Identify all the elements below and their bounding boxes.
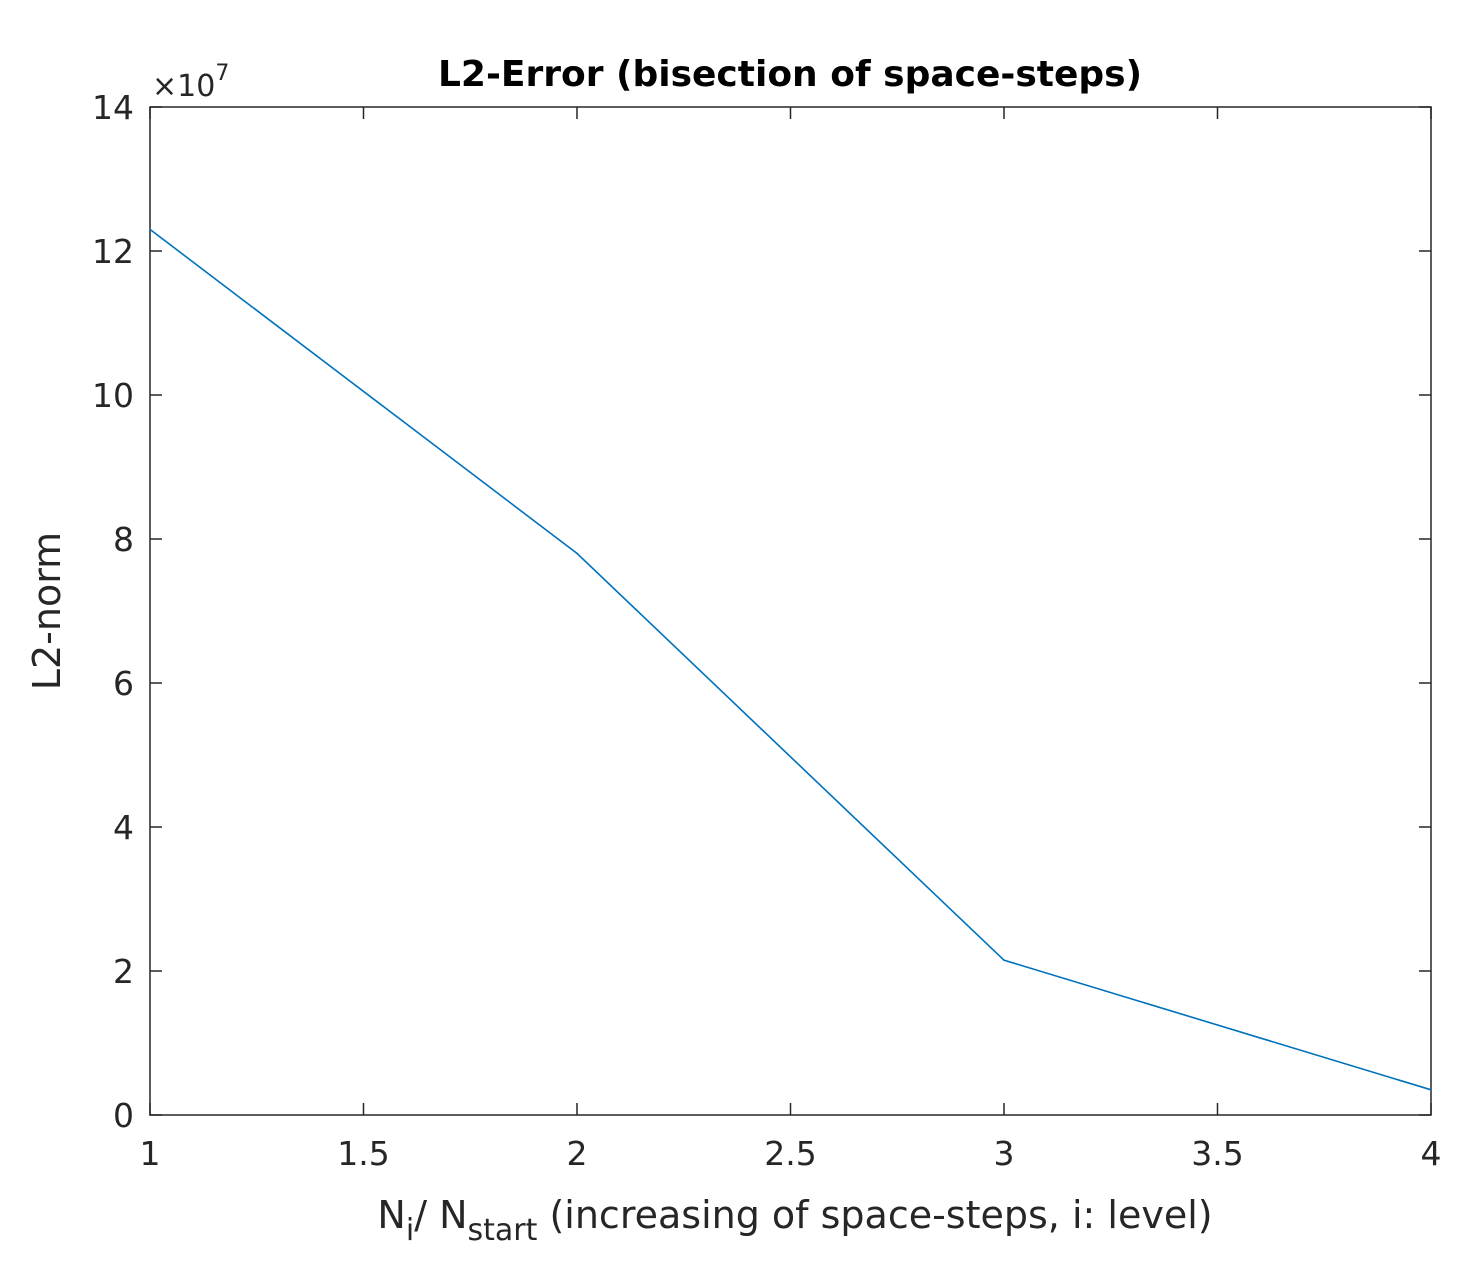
y-multiplier-exponent: 7 xyxy=(215,61,229,86)
y-multiplier-prefix: ×10 xyxy=(152,69,215,104)
y-tick-label: 10 xyxy=(92,376,134,415)
y-tick-label: 4 xyxy=(113,808,134,847)
plot-area xyxy=(149,106,1432,1116)
x-axis-label: Ni/ Nstart (increasing of space-steps, i… xyxy=(377,1193,1212,1248)
y-tick-label: 6 xyxy=(113,664,134,703)
x-tick-label: 3.5 xyxy=(1191,1134,1243,1173)
y-tick-label: 12 xyxy=(92,232,134,271)
data-point xyxy=(1003,959,1005,961)
data-point xyxy=(149,228,151,231)
x-tick-label: 4 xyxy=(1421,1134,1442,1173)
y-tick-label: 2 xyxy=(113,952,134,991)
x-tick-label: 2.5 xyxy=(764,1134,816,1173)
y-axis-ticks: 0 2 4 6 8 10 12 14 xyxy=(92,88,1431,1135)
y-tick-label: 14 xyxy=(92,88,134,127)
x-tick-label: 1 xyxy=(140,1134,161,1173)
data-point xyxy=(1430,1089,1432,1091)
series-line xyxy=(149,228,1432,1091)
x-tick-label: 1.5 xyxy=(337,1134,389,1173)
y-tick-label: 8 xyxy=(113,520,134,559)
y-tick-label: 0 xyxy=(113,1096,134,1135)
svg-text:×107: ×107 xyxy=(152,61,229,104)
data-point xyxy=(576,552,578,555)
y-multiplier: ×107 xyxy=(152,61,229,104)
x-axis-ticks: 1 1.5 2 2.5 3 3.5 4 xyxy=(140,107,1442,1173)
series-group xyxy=(149,228,1432,1091)
x-tick-label: 3 xyxy=(994,1134,1015,1173)
x-tick-label: 2 xyxy=(567,1134,588,1173)
chart-title: L2-Error (bisection of space-steps) xyxy=(438,54,1142,95)
y-axis-label: L2-norm xyxy=(25,532,69,690)
